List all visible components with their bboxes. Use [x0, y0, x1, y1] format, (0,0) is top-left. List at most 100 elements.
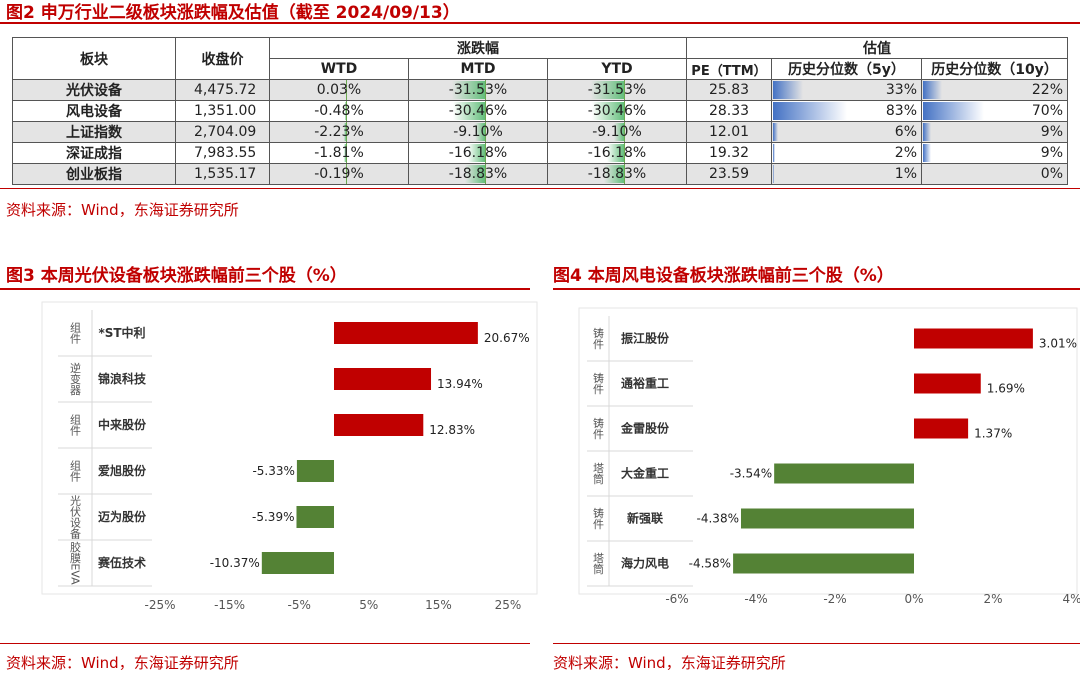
ytd-data-bar	[592, 102, 624, 120]
mtd-value: -31.53%	[448, 82, 508, 98]
mtd-data-bar	[453, 102, 485, 120]
x-tick-label: -4%	[744, 592, 767, 606]
data-label: -3.54%	[730, 467, 772, 481]
figure2-title: 图2 申万行业二级板块涨跌幅及估值（截至 2024/09/13）	[6, 3, 460, 23]
wtd-value: -2.23%	[314, 124, 364, 140]
pct10-value: 9%	[1040, 145, 1064, 161]
header-ytd: YTD	[547, 58, 687, 80]
pct10-cell: 9%	[920, 121, 1069, 143]
ytd-data-bar	[614, 123, 624, 141]
close-price-cell: 1,351.00	[175, 100, 270, 122]
x-tick-label: 25%	[495, 598, 522, 612]
close-price-cell: 2,704.09	[175, 121, 270, 143]
plot-area	[41, 301, 538, 595]
x-tick-label: 2%	[983, 592, 1002, 606]
pct10-value: 70%	[1031, 103, 1064, 119]
x-tick-label: 5%	[359, 598, 378, 612]
pct10-cell: 9%	[920, 142, 1069, 164]
wtd-data-bar	[344, 144, 346, 162]
header-change-group: 涨跌幅	[269, 37, 687, 59]
ytd-bar-axis	[623, 143, 625, 163]
table-row: 上证指数 2,704.09 -2.23% -9.10% -9.10% 12.01 6% 9%	[12, 121, 1069, 143]
header-sector: 板块	[12, 37, 176, 80]
group-label: 铸件	[592, 326, 605, 350]
ytd-bar-axis	[623, 164, 625, 184]
mtd-data-bar	[475, 123, 485, 141]
pct5-cell: 2%	[771, 142, 922, 164]
bar	[774, 463, 914, 484]
pe-value: 23.59	[708, 166, 750, 182]
bar-chart-svg: 组件 *ST中利 20.67%逆变器 锦浪科技 13.94%组件 中来股份 12.83%组件…	[41, 301, 538, 612]
figure4-title: 图4 本周风电设备板块涨跌幅前三个股（%）	[553, 266, 894, 286]
header-pct5: 历史分位数（5y）	[771, 58, 922, 80]
pct10-value: 0%	[1040, 166, 1064, 182]
wtd-value: -0.19%	[314, 166, 364, 182]
ytd-cell: -18.83%	[547, 163, 687, 185]
sector-table: 板块 收盘价 涨跌幅 估值 WTD MTD YTD PE（TTM） 历史分位数（…	[12, 37, 1069, 185]
header-close: 收盘价	[175, 37, 270, 80]
x-tick-label: -2%	[823, 592, 846, 606]
pct10-data-bar	[923, 144, 931, 162]
category-label: 爱旭股份	[98, 463, 147, 478]
pct5-cell: 83%	[771, 100, 922, 122]
ytd-value: -9.10%	[592, 124, 642, 140]
data-label: 3.01%	[1039, 337, 1077, 351]
pe-value: 25.83	[708, 82, 750, 98]
pv-top-movers-chart: 组件 *ST中利 20.67% 逆变器 锦浪科技 13.94% 组件 中来股份 12.83% 组件…	[0, 292, 540, 622]
wtd-bar-axis	[345, 80, 347, 100]
bar	[914, 373, 981, 394]
table-row: 深证成指 7,983.55 -1.81% -16.18% -16.18% 19.32 2% 9…	[12, 142, 1069, 164]
pct10-data-bar	[923, 123, 931, 141]
wtd-data-bar	[345, 102, 346, 120]
group-label: 铸件	[592, 371, 605, 395]
ytd-bar-axis	[623, 101, 625, 121]
bar	[334, 322, 478, 344]
data-label: 13.94%	[437, 377, 483, 391]
ytd-bar-axis	[623, 122, 625, 142]
wtd-bar-axis	[345, 164, 347, 184]
close-price-cell: 7,983.55	[175, 142, 270, 164]
x-tick-label: 4%	[1062, 592, 1080, 606]
pct10-data-bar	[923, 102, 984, 120]
table-row: 创业板指 1,535.17 -0.19% -18.83% -18.83% 23.59 1% 0…	[12, 163, 1069, 185]
data-label: 1.69%	[987, 382, 1025, 396]
pe-value: 28.33	[708, 103, 750, 119]
group-label: 组件	[69, 321, 82, 345]
mtd-data-bar	[468, 144, 485, 162]
group-label: 胶膜EVA	[69, 540, 82, 585]
pct5-data-bar	[773, 144, 775, 162]
x-tick-label: -15%	[214, 598, 245, 612]
data-label: 12.83%	[429, 423, 475, 437]
header-pct10: 历史分位数（10y）	[920, 58, 1069, 80]
x-tick-label: -25%	[144, 598, 175, 612]
figure4-bottom-rule	[553, 643, 1080, 644]
pct5-data-bar	[773, 123, 779, 141]
mtd-data-bar	[451, 81, 485, 99]
pct5-data-bar	[773, 165, 774, 183]
pe-cell: 25.83	[686, 79, 772, 101]
category-label: 振江股份	[621, 331, 670, 346]
wtd-value: 0.03%	[316, 82, 362, 98]
group-label: 光伏设备	[69, 494, 82, 540]
x-tick-label: -6%	[665, 592, 688, 606]
category-label: 锦浪科技	[98, 371, 147, 386]
category-label: 赛伍技术	[97, 555, 146, 570]
ytd-cell: -16.18%	[547, 142, 687, 164]
mtd-cell: -16.18%	[408, 142, 548, 164]
header-valuation-group: 估值	[685, 37, 1069, 59]
pct5-value: 1%	[894, 166, 917, 182]
pct10-value: 9%	[1040, 124, 1064, 140]
group-label: 组件	[69, 413, 82, 437]
ytd-value: -30.46%	[587, 103, 647, 119]
ytd-data-bar	[604, 165, 624, 183]
bar	[334, 368, 432, 390]
data-label: -4.58%	[689, 557, 731, 571]
mtd-bar-axis	[484, 122, 486, 142]
ytd-cell: -31.53%	[547, 79, 687, 101]
bar	[334, 414, 424, 436]
data-label: -5.33%	[252, 464, 294, 478]
pe-value: 19.32	[708, 145, 750, 161]
close-price-cell: 1,535.17	[175, 163, 270, 185]
mtd-bar-axis	[484, 143, 486, 163]
wtd-cell: -1.81%	[269, 142, 409, 164]
